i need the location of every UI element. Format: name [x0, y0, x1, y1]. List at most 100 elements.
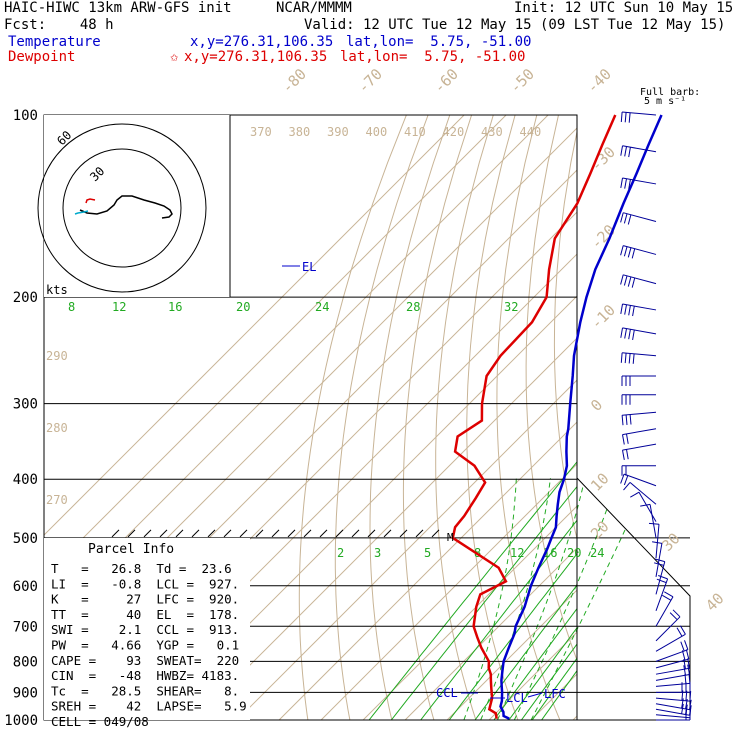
theta-label: 370	[250, 125, 272, 139]
wind-barb-flag	[685, 649, 690, 660]
wind-barb-flag	[620, 245, 624, 256]
wind-barb-staff	[655, 714, 690, 719]
wind-barb-flag	[627, 276, 632, 287]
wind-barb-flag	[622, 450, 625, 460]
freezing-hatch	[143, 529, 152, 538]
wind-barb-staff	[655, 703, 690, 711]
isotherm-label: -10	[587, 301, 619, 333]
parcel-row: Tc = 28.5 SHEAR= 8.	[51, 683, 239, 698]
dry-adiabat-line	[708, 115, 740, 720]
isotherm-line	[152, 295, 577, 720]
wind-barb-flag	[627, 247, 632, 258]
theta-label: 280	[46, 421, 68, 435]
wind-barb-staff	[622, 443, 657, 451]
wind-barb-staff	[655, 543, 663, 577]
parcel-row: SWI = 2.1 CCL = 913.	[51, 622, 239, 637]
wind-barb-flag	[626, 433, 629, 444]
freezing-hatch	[175, 529, 184, 538]
theta-label: 400	[366, 125, 388, 139]
freezing-hatch	[255, 529, 264, 538]
freezing-hatch	[383, 529, 392, 538]
hodograph-ring-inner	[62, 148, 182, 268]
theta-label: 270	[46, 493, 68, 507]
wind-barb-flag	[620, 473, 625, 484]
theta-label: 410	[404, 125, 426, 139]
pressure-tick-label: 100	[13, 108, 38, 124]
wind-barb-flag	[628, 353, 631, 364]
dry-adiabat-lines	[298, 115, 740, 720]
wind-barb-flag	[623, 246, 628, 257]
wind-barb-flag	[687, 658, 690, 669]
wind-barb-flag	[689, 699, 692, 710]
isotherm-line	[488, 631, 577, 720]
wind-barb-staff	[623, 274, 657, 285]
parcel-info-box: Parcel Info T = 26.8 Td = 23.6LI = -0.8 L…	[44, 538, 250, 729]
dry-adiabat-line	[634, 115, 740, 720]
forecast-hour: Fcst: 48 h	[4, 17, 114, 33]
parcel-row: CAPE = 93 SWEAT= 220	[51, 653, 239, 668]
isotherm-label: -60	[430, 65, 462, 97]
wind-barbs: Full barb:5 m s⁻¹	[620, 87, 700, 721]
wind-barb-flag	[626, 449, 629, 460]
pressure-tick-label: 200	[13, 290, 38, 306]
wind-barb-flag	[688, 673, 691, 684]
barb-legend-title: Full barb:	[640, 87, 700, 98]
sounding-traces: EL CCL LCL LFC M	[282, 114, 663, 720]
mixing-ratio-label: 20	[236, 300, 250, 314]
lfc-leader	[527, 692, 543, 698]
isotherm-label: -40	[583, 65, 615, 97]
mixing-ratio-label: 3	[374, 546, 381, 560]
isotherm-line	[278, 421, 577, 720]
wind-barb-flag	[620, 352, 623, 363]
freezing-hatch	[111, 529, 120, 538]
freezing-hatch	[319, 529, 328, 538]
plot-frame-extension	[576, 477, 691, 720]
hodograph-units: kts	[46, 283, 68, 297]
wind-barb-flag	[632, 329, 635, 340]
wind-barb-staff	[655, 596, 674, 627]
wind-barb-flag	[687, 664, 690, 675]
isotherm-line	[404, 547, 577, 720]
plot-frame	[43, 114, 578, 721]
wind-barb-flag	[620, 274, 624, 285]
wind-barb-staff	[638, 491, 657, 522]
isotherm-line	[44, 115, 549, 620]
isotherm-line	[236, 379, 577, 720]
isotherm-label: 40	[702, 589, 728, 615]
wind-barb-flag	[653, 562, 664, 566]
dry-adiabat-line	[684, 115, 740, 720]
mixing-ratio-label: 24	[590, 546, 604, 560]
barb-legend-units: 5 m s⁻¹	[644, 96, 686, 107]
parcel-row: CELL = 049/08	[51, 714, 149, 729]
wind-barb-flag	[628, 305, 631, 316]
wind-barb-flag	[627, 214, 632, 225]
wind-barb-flag	[669, 612, 678, 621]
moist-adiabat-line	[463, 478, 528, 720]
el-label: EL	[302, 260, 316, 274]
wind-barb-flag	[625, 414, 628, 425]
wind-barb-flag	[620, 111, 623, 123]
mixing-ratio-label: 12	[112, 300, 126, 314]
wind-barb-staff	[655, 649, 689, 662]
wind-barb-flag	[679, 625, 686, 635]
wind-barb-staff	[622, 327, 657, 335]
freezing-hatch	[431, 529, 440, 538]
wind-barb-flag	[672, 609, 681, 618]
dewpoint-latlon: lat,lon= 5.75, -51.00	[340, 49, 526, 65]
wind-barb-staff	[623, 212, 657, 223]
dry-adiabat-line	[731, 115, 740, 720]
mixing-ratio-line	[531, 657, 577, 720]
freezing-hatch	[399, 529, 408, 538]
temperature-legend: Temperature	[8, 34, 101, 50]
dewpoint-trace	[451, 114, 617, 719]
mixing-ratio-line	[390, 485, 577, 720]
freezing-hatch	[335, 529, 344, 538]
freezing-hatch	[415, 529, 424, 538]
parcel-background	[44, 538, 250, 720]
temperature-latlon: lat,lon= 5.75, -51.00	[346, 34, 532, 50]
wind-barb-flag	[620, 303, 623, 314]
dry-adiabat-line	[525, 115, 577, 662]
isotherm-line	[362, 505, 577, 720]
wind-barb-staff	[655, 667, 690, 675]
